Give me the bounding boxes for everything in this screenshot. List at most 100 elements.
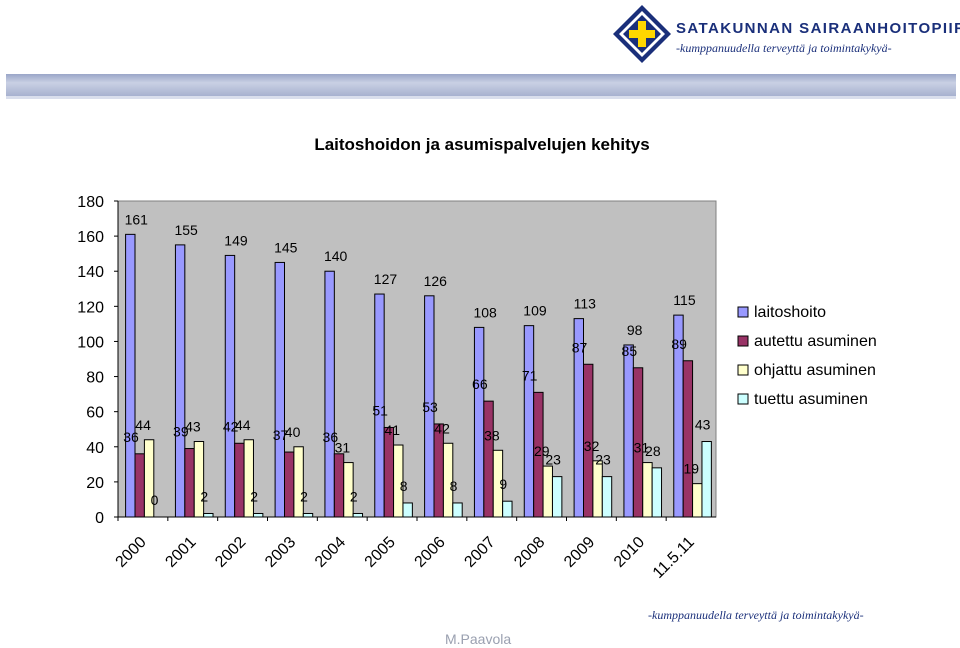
x-tick-label: 2003 (262, 534, 299, 571)
data-label: 115 (673, 292, 696, 308)
bar (302, 512, 314, 518)
bar (424, 295, 435, 518)
bar (632, 367, 644, 518)
data-label: 2 (350, 488, 358, 504)
data-label: 32 (584, 438, 600, 454)
legend: laitoshoito autettu asuminen ohjattu asumi… (737, 304, 877, 408)
data-label: 39 (173, 424, 189, 440)
data-label: 2 (300, 488, 308, 504)
x-tick-label: 2007 (461, 534, 498, 571)
y-tick-label: 40 (86, 440, 104, 457)
bar (642, 462, 653, 518)
data-label: 19 (683, 461, 699, 477)
bar (492, 449, 504, 518)
y-tick-label: 180 (77, 194, 104, 211)
organization-motto: -kumppanuudella terveyttä ja toimintakyk… (676, 41, 892, 55)
data-label: 109 (523, 303, 547, 319)
data-label: 145 (274, 239, 298, 255)
bar (442, 442, 454, 518)
data-label: 108 (473, 304, 497, 320)
data-label: 42 (223, 418, 239, 434)
footer-motto: -kumppanuudella terveyttä ja toimintakyk… (648, 608, 864, 622)
data-label: 36 (123, 429, 139, 445)
y-axis: 0 20 40 60 80 100 120 140 160 180 (77, 194, 119, 527)
bar (402, 502, 413, 518)
data-label: 31 (335, 440, 351, 456)
legend-swatch (737, 364, 749, 376)
data-label: 9 (499, 476, 507, 492)
data-label: 36 (323, 429, 339, 445)
data-label: 140 (324, 248, 348, 264)
x-tick-label: 2002 (212, 534, 249, 571)
bar (692, 483, 703, 518)
bar (383, 426, 395, 518)
bar (193, 441, 205, 518)
bar (433, 423, 444, 518)
bar (293, 446, 304, 518)
data-label: 155 (174, 222, 198, 238)
data-label: 0 (151, 492, 159, 508)
data-label: 113 (574, 296, 597, 312)
bar (125, 233, 136, 518)
bar (252, 512, 264, 518)
bar (352, 512, 364, 518)
author-credit: M.Paavola (445, 631, 512, 647)
bar (184, 448, 195, 518)
data-label: 28 (645, 443, 661, 459)
legend-label: laitoshoito (754, 304, 826, 321)
data-label: 42 (434, 420, 450, 436)
data-label: 44 (235, 417, 251, 433)
y-tick-label: 140 (77, 264, 104, 281)
data-label: 44 (135, 417, 151, 433)
bar (393, 444, 404, 518)
legend-swatch (737, 306, 749, 318)
bar (483, 400, 494, 518)
x-tick-label: 2000 (113, 534, 150, 571)
bar (523, 325, 535, 518)
data-label: 127 (374, 271, 398, 287)
data-label: 29 (534, 443, 550, 459)
data-label: 2 (200, 488, 208, 504)
data-label: 37 (273, 427, 289, 443)
organization-logo (613, 5, 671, 63)
data-label: 126 (424, 273, 448, 289)
bar (374, 293, 385, 518)
data-label: 41 (384, 422, 400, 438)
x-tick-label: 2009 (561, 534, 598, 571)
y-tick-label: 0 (95, 510, 104, 527)
legend-swatch (737, 335, 749, 347)
x-tick-label: 2006 (412, 534, 449, 571)
data-label: 23 (545, 452, 561, 468)
data-label: 53 (422, 399, 438, 415)
bar (143, 439, 155, 518)
data-label: 43 (185, 419, 201, 435)
data-label: 8 (450, 478, 458, 494)
bar (473, 326, 485, 518)
data-label: 38 (484, 427, 500, 443)
y-tick-label: 120 (77, 299, 104, 316)
data-label: 23 (595, 452, 611, 468)
legend-label: autettu asuminen (754, 333, 877, 350)
bar (551, 476, 563, 518)
bar (134, 453, 145, 518)
data-label: 40 (285, 424, 301, 440)
y-tick-label: 60 (86, 405, 104, 422)
data-label: 8 (400, 478, 408, 494)
bar (324, 270, 335, 518)
bar (701, 441, 712, 518)
x-tick-label: 2010 (611, 534, 648, 571)
bar (174, 244, 186, 518)
legend-label: ohjattu asuminen (754, 362, 876, 379)
bar (601, 476, 613, 518)
x-tick-label: 2001 (162, 534, 199, 571)
chart-title: Laitoshoidon ja asumispalvelujen kehitys (314, 135, 649, 154)
data-label: 51 (372, 402, 388, 418)
plot-area (117, 200, 717, 518)
bars-group (125, 233, 712, 518)
legend-label: tuettu asuminen (754, 391, 868, 408)
data-label: 31 (634, 440, 650, 456)
bar (502, 500, 513, 518)
data-label: 43 (695, 417, 711, 433)
data-label: 71 (522, 367, 538, 383)
